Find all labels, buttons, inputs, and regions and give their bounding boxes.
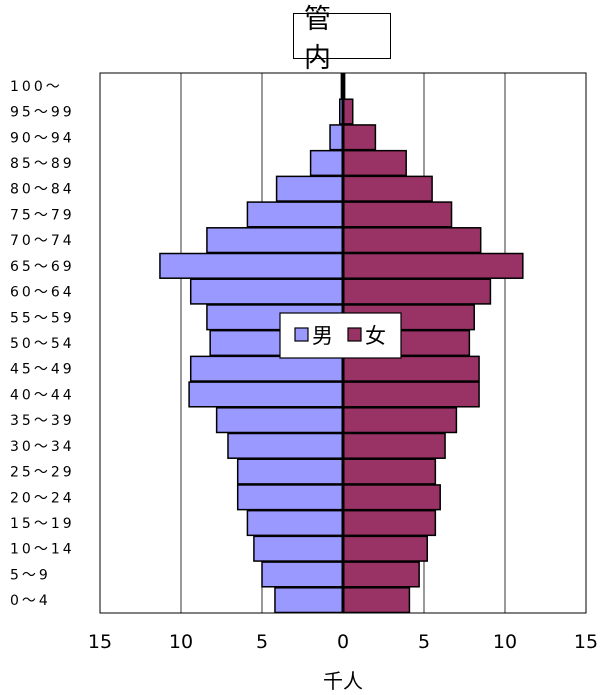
bar-female (342, 535, 428, 562)
legend-label-female: 女 (365, 324, 386, 348)
bar-male (189, 278, 344, 305)
category-label: 45～49 (10, 362, 75, 378)
category-label: 80～84 (10, 182, 75, 198)
legend-label-male: 男 (312, 324, 333, 348)
bar-female (342, 175, 433, 202)
bar-female (342, 252, 524, 279)
category-label: 50～54 (10, 336, 75, 352)
bar-male (246, 509, 344, 537)
category-labels: 100～ 95～99 90～94 85～89 80～84 75～79 70～74 65～69 6… (10, 79, 75, 609)
bar-female (342, 201, 453, 228)
category-label: 95～99 (10, 105, 75, 121)
legend-swatch-female (347, 327, 362, 342)
category-label: 10～14 (10, 542, 75, 558)
bar-female (342, 355, 480, 382)
bar-male (206, 227, 344, 254)
category-label: 75～79 (10, 207, 75, 223)
bar-female (342, 561, 420, 588)
x-tick-label: 5 (418, 631, 430, 653)
category-label: 85～89 (10, 156, 75, 172)
legend-swatch-male (294, 327, 309, 342)
bar-male (227, 432, 344, 459)
bar-female (342, 278, 492, 305)
bar-female (342, 484, 441, 511)
legend: 男女 (279, 312, 402, 359)
bar-female (342, 587, 411, 614)
x-tick-label: 15 (574, 631, 598, 653)
bar-female (342, 381, 480, 408)
bar-male (236, 458, 344, 485)
x-tick-label: 10 (493, 631, 517, 653)
category-label: 30～34 (10, 439, 75, 455)
bar-male (189, 355, 344, 382)
category-label: 15～19 (10, 516, 75, 532)
bar-male (215, 407, 344, 434)
category-label: 35～39 (10, 413, 75, 429)
bar-female (342, 149, 407, 177)
bar-male (261, 561, 344, 588)
bar-male (246, 201, 344, 228)
bar-male (253, 535, 344, 562)
bar-male (309, 149, 344, 177)
bar-male (274, 587, 344, 614)
x-tick-label: 5 (256, 631, 268, 653)
category-label: 55～59 (10, 310, 75, 326)
bar-female (342, 432, 446, 459)
chart-title: 管 内 (293, 4, 391, 74)
category-label: 0～4 (10, 593, 51, 609)
category-label: 5～9 (10, 567, 51, 583)
bar-female (342, 458, 437, 485)
bar-female (342, 124, 377, 151)
bar-male (275, 175, 344, 202)
category-label: 20～24 (10, 490, 75, 506)
category-label: 40～44 (10, 387, 75, 403)
x-tick-label: 10 (169, 631, 193, 653)
bars (159, 72, 524, 614)
bar-female (342, 509, 437, 537)
category-label: 100～ (10, 79, 63, 95)
x-tick-label: 15 (88, 631, 112, 653)
bar-female (342, 227, 482, 254)
category-label: 60～64 (10, 285, 75, 301)
category-label: 90～94 (10, 130, 75, 146)
x-tick-label: 0 (337, 631, 349, 653)
bar-male (236, 484, 344, 511)
bar-female (342, 407, 458, 434)
category-label: 65～69 (10, 259, 75, 275)
category-label: 70～74 (10, 233, 75, 249)
bar-male (159, 252, 344, 279)
bar-male (329, 124, 344, 151)
x-axis-label: 千人 (323, 669, 363, 693)
x-tick-labels: 15 10 5 0 5 10 15 (88, 631, 598, 653)
bar-male (188, 381, 344, 408)
category-label: 25～29 (10, 465, 75, 481)
